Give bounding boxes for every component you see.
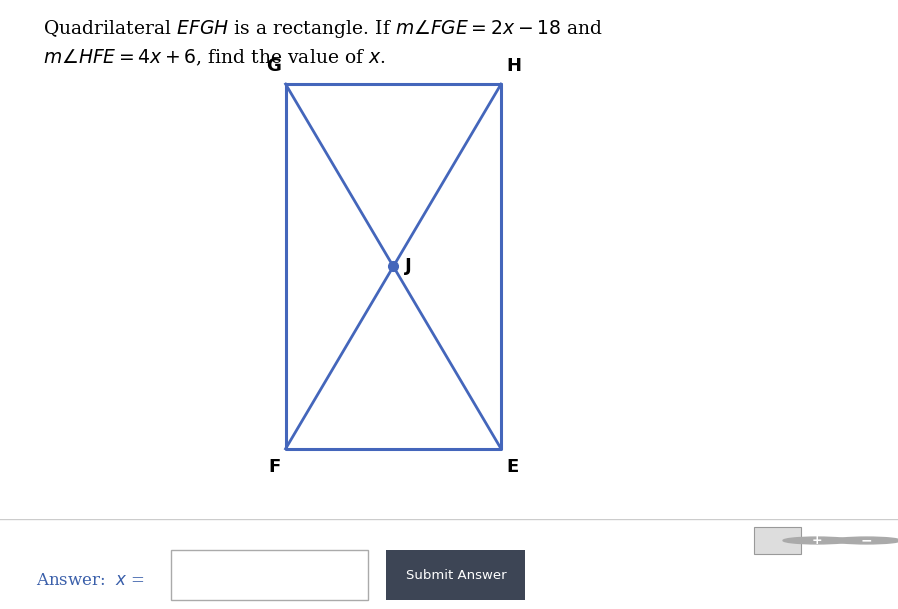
Text: G: G [266, 57, 281, 75]
Text: Submit Answer: Submit Answer [406, 569, 506, 582]
Circle shape [832, 537, 898, 544]
FancyBboxPatch shape [754, 527, 801, 554]
Text: E: E [506, 458, 518, 476]
Text: Quadrilateral $\mathit{EFGH}$ is a rectangle. If $m\angle FGE = 2x - 18$ and: Quadrilateral $\mathit{EFGH}$ is a recta… [43, 18, 603, 40]
Text: F: F [269, 458, 281, 476]
Text: J: J [405, 258, 412, 275]
Text: Answer:  $x$ =: Answer: $x$ = [36, 572, 145, 589]
Text: +: + [812, 534, 823, 547]
Text: $m\angle HFE = 4x + 6$, find the value of $x$.: $m\angle HFE = 4x + 6$, find the value o… [43, 48, 386, 68]
Circle shape [783, 537, 851, 544]
FancyBboxPatch shape [171, 551, 368, 600]
Text: −: − [861, 533, 872, 547]
FancyBboxPatch shape [386, 551, 525, 600]
Text: H: H [506, 57, 521, 75]
